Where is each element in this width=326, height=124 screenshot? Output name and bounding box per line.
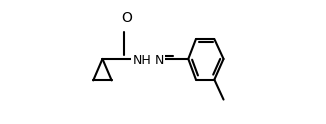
Text: NH: NH <box>133 54 152 67</box>
Text: O: O <box>122 11 132 25</box>
Text: N: N <box>155 54 164 67</box>
